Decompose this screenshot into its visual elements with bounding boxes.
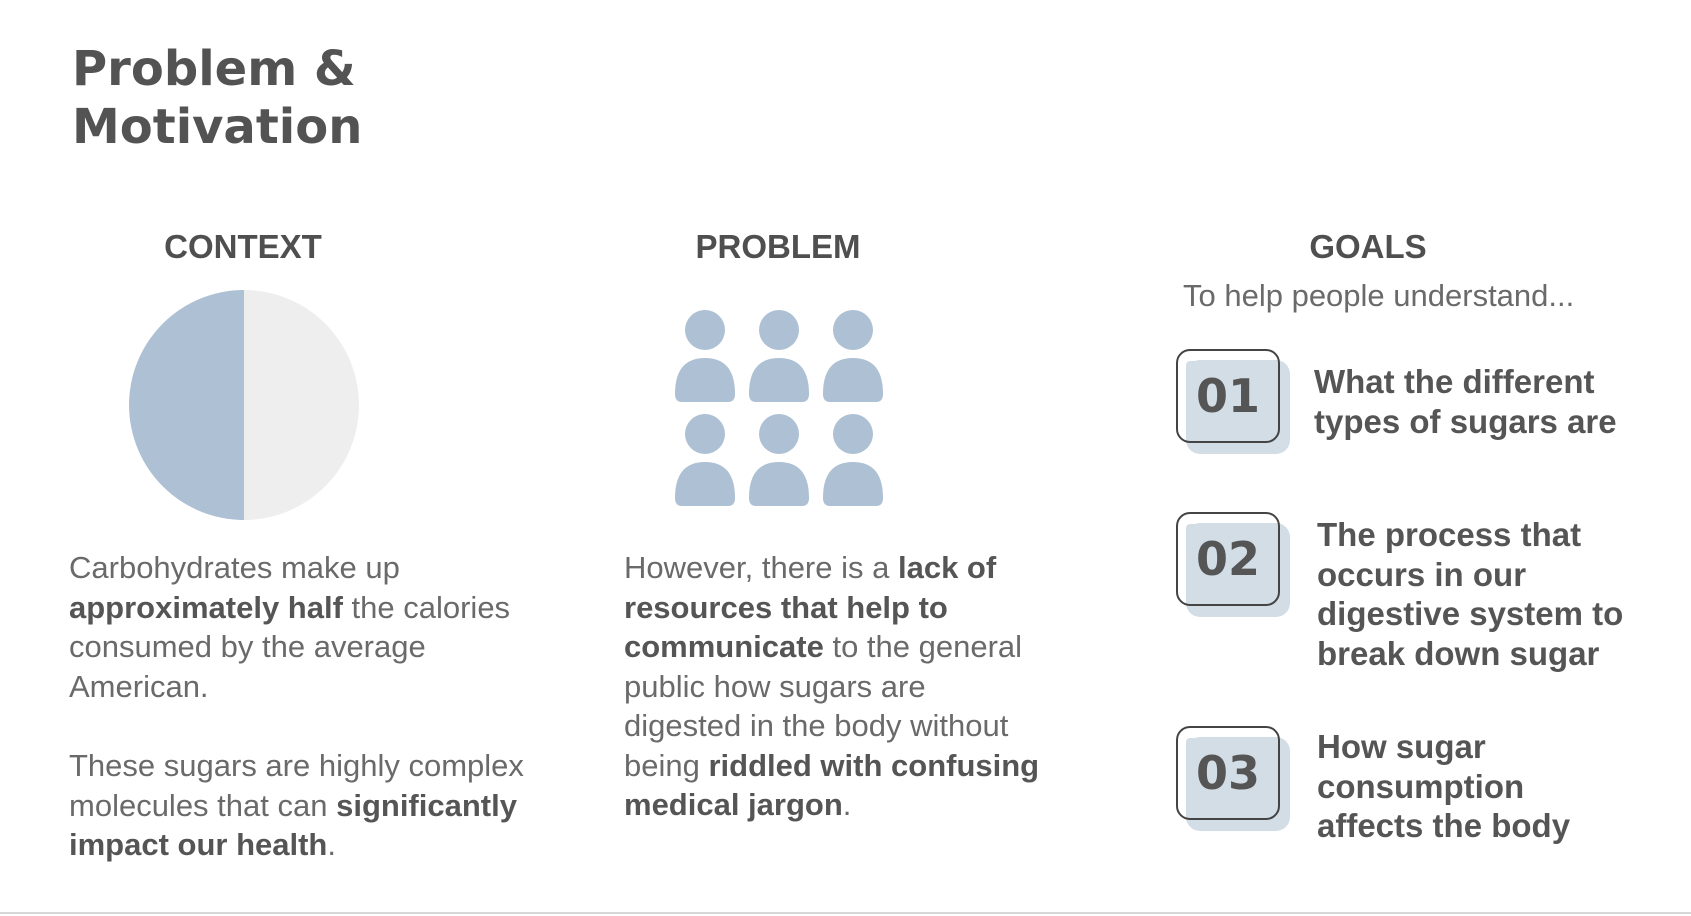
goal-number-badge: 02: [1176, 512, 1290, 617]
problem-heading: PROBLEM: [695, 228, 861, 265]
goal-text: How sugar consumption affects the body: [1317, 728, 1571, 844]
goal-number: 01: [1195, 369, 1260, 423]
badge-outline: [1176, 349, 1280, 443]
badge-fill: [1186, 361, 1276, 439]
emphasis-run: lack of resources that help to communica…: [624, 550, 997, 664]
text-run: These sugars are highly complex molecule…: [69, 748, 524, 823]
goals-subtitle: To help people understand...: [1183, 278, 1575, 313]
pie-accent-half: [129, 290, 244, 520]
pie-light-half: [244, 290, 359, 520]
person-icon: [675, 414, 735, 506]
context-paragraph-2: These sugars are highly complex molecule…: [69, 746, 549, 865]
text-run: to the general public how sugars are dig…: [624, 629, 1023, 783]
person-icon: [823, 310, 883, 402]
goal-text: What the different types of sugars are: [1314, 363, 1617, 440]
emphasis-run: approximately half: [69, 589, 343, 625]
goal-number: 02: [1195, 532, 1260, 586]
badge-fill: [1186, 524, 1276, 602]
text-run: the calories consumed by the average Ame…: [69, 589, 511, 704]
emphasis-run: riddled with confusing medical jargon: [624, 747, 1040, 823]
text-run: However, there is a: [624, 550, 898, 585]
goals-heading: GOALS: [1309, 228, 1427, 265]
context-paragraph-1: Carbohydrates make up approximately half…: [69, 548, 539, 706]
person-icon: [823, 414, 883, 506]
emphasis-run: significantly impact our health: [69, 787, 517, 863]
people-group-icon: [675, 310, 883, 506]
context-heading: CONTEXT: [164, 228, 322, 265]
goal-text: The process that occurs in our digestive…: [1317, 516, 1624, 672]
text-run: Carbohydrates make up: [69, 550, 400, 585]
goal-number-badge: 03: [1176, 726, 1290, 831]
badge-outline: [1176, 512, 1280, 606]
goal-number: 03: [1195, 746, 1260, 800]
page-title: Problem & Motivation: [72, 41, 363, 155]
problem-paragraph: However, there is a lack of resources th…: [624, 548, 1044, 825]
goal-number-badge: 01: [1176, 349, 1290, 454]
half-pie-chart-icon: [129, 290, 359, 520]
badge-outline: [1176, 726, 1280, 820]
badge-fill: [1186, 738, 1276, 816]
person-icon: [749, 310, 809, 402]
text-run: .: [327, 827, 336, 862]
text-run: .: [842, 787, 852, 822]
bottom-divider: [0, 912, 1691, 914]
person-icon: [675, 310, 735, 402]
person-icon: [749, 414, 809, 506]
